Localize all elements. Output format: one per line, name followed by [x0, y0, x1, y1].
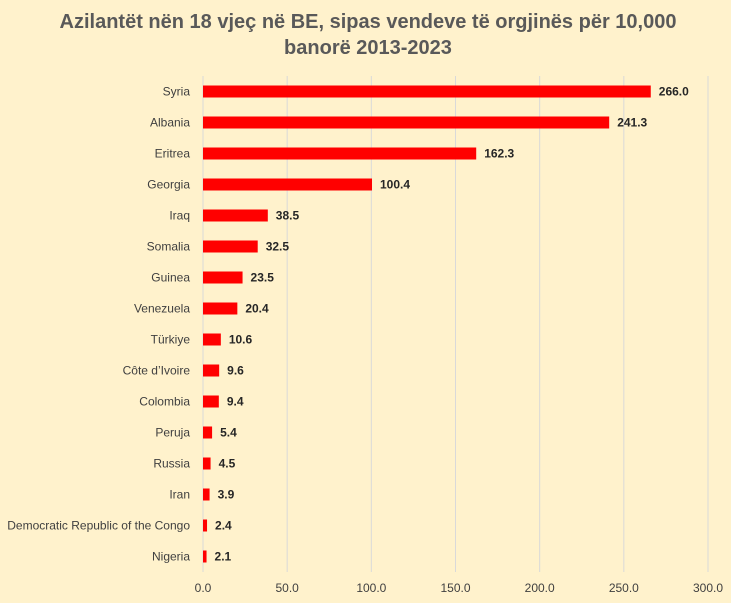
bar-15	[203, 550, 207, 563]
category-label-2: Eritrea	[155, 147, 191, 161]
data-label-6: 23.5	[251, 271, 275, 285]
x-tick-label-3: 150.0	[440, 581, 470, 595]
category-label-7: Venezuela	[134, 302, 190, 316]
category-label-6: Guinea	[151, 271, 190, 285]
data-label-13: 3.9	[218, 488, 235, 502]
category-label-1: Albania	[150, 116, 190, 130]
bar-9	[203, 364, 220, 377]
data-label-9: 9.6	[227, 364, 244, 378]
bar-8	[203, 333, 221, 346]
x-tick-label-5: 250.0	[609, 581, 639, 595]
data-label-15: 2.1	[215, 550, 232, 564]
category-label-5: Somalia	[147, 240, 191, 254]
category-label-4: Iraq	[169, 209, 190, 223]
bar-14	[203, 519, 208, 532]
bar-7	[203, 302, 238, 315]
category-label-11: Peruja	[155, 426, 190, 440]
bars	[203, 85, 651, 563]
data-label-12: 4.5	[219, 457, 236, 471]
category-label-15: Nigeria	[152, 550, 190, 564]
category-label-12: Russia	[153, 457, 190, 471]
x-tick-label-0: 0.0	[195, 581, 212, 595]
data-label-3: 100.4	[380, 178, 410, 192]
data-label-7: 20.4	[245, 302, 269, 316]
data-label-10: 9.4	[227, 395, 244, 409]
chart-title-line-1: Azilantët nën 18 vjeç në BE, sipas vende…	[60, 11, 677, 33]
data-label-2: 162.3	[484, 147, 514, 161]
bar-1	[203, 116, 610, 129]
bar-12	[203, 457, 211, 470]
data-label-11: 5.4	[220, 426, 237, 440]
data-label-1: 241.3	[617, 116, 647, 130]
category-label-13: Iran	[169, 488, 190, 502]
category-label-0: Syria	[163, 85, 191, 99]
data-label-5: 32.5	[266, 240, 290, 254]
x-tick-label-2: 100.0	[356, 581, 386, 595]
labels: 0.0 50.0 100.0 150.0 200.0 250.0 300.0 Syria 266…	[7, 85, 723, 596]
bar-2	[203, 147, 477, 160]
data-label-14: 2.4	[215, 519, 232, 533]
x-tick-label-1: 50.0	[275, 581, 299, 595]
bar-4	[203, 209, 268, 222]
data-label-0: 266.0	[659, 85, 689, 99]
bar-11	[203, 426, 213, 439]
category-label-14: Democratic Republic of the Congo	[7, 519, 190, 533]
bar-5	[203, 240, 258, 253]
bar-13	[203, 488, 210, 501]
x-tick-label-4: 200.0	[525, 581, 555, 595]
category-label-8: Türkiye	[151, 333, 191, 347]
bar-3	[203, 178, 373, 191]
bar-6	[203, 271, 243, 284]
data-label-8: 10.6	[229, 333, 253, 347]
bar-10	[203, 395, 219, 408]
category-label-10: Colombia	[139, 395, 190, 409]
category-label-3: Georgia	[147, 178, 190, 192]
category-label-9: Côte d’Ivoire	[123, 364, 191, 378]
chart-title-line-2: banorë 2013-2023	[284, 37, 452, 59]
bar-0	[203, 85, 651, 98]
data-label-4: 38.5	[276, 209, 300, 223]
x-tick-label-6: 300.0	[693, 581, 723, 595]
